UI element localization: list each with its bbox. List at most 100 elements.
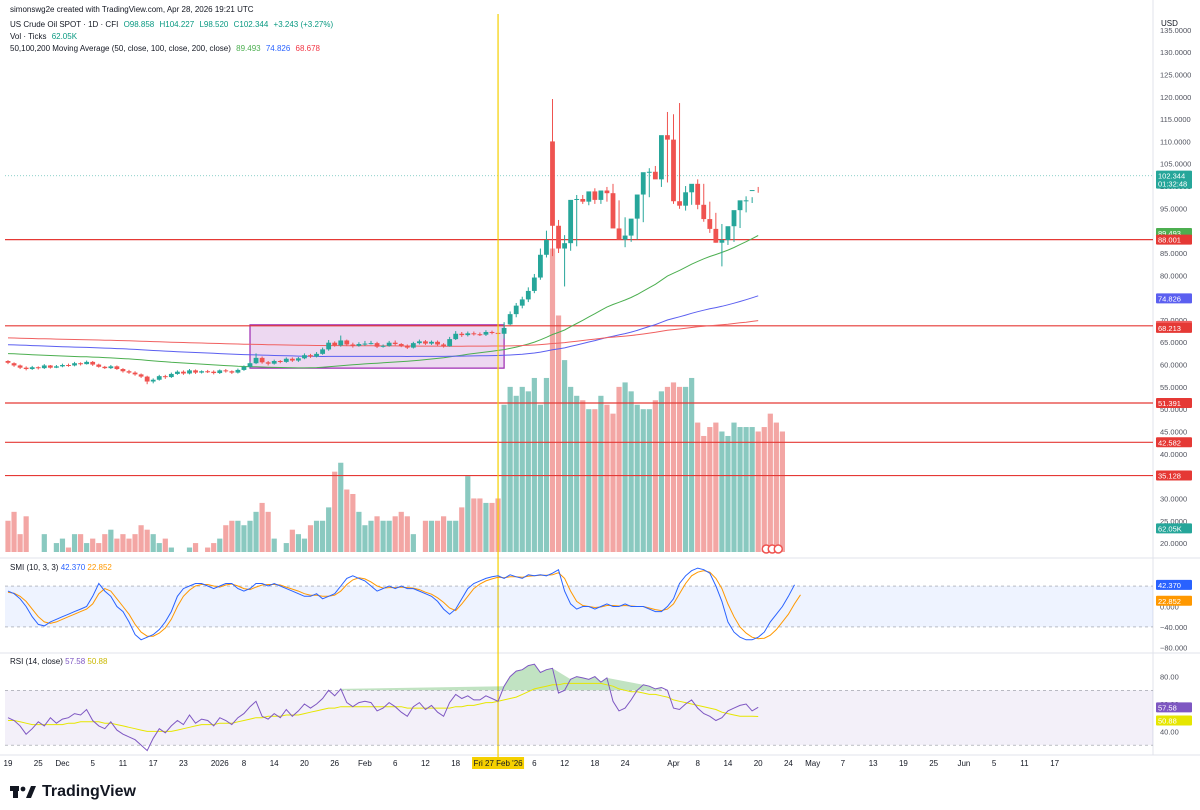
price-tick-label: 65.0000 — [1160, 338, 1187, 347]
candle-body — [519, 299, 525, 306]
volume-bar — [670, 382, 677, 552]
highlight-date-bg — [472, 757, 525, 769]
volume-bar — [386, 520, 392, 552]
volume-bar — [604, 404, 610, 552]
candle-body — [544, 240, 549, 255]
candle-body — [719, 240, 725, 243]
candle-body — [689, 183, 695, 193]
volume-bar — [108, 529, 114, 552]
time-axis-label: 5 — [992, 759, 997, 768]
price-badge-bg — [1156, 170, 1192, 189]
candle-body — [350, 344, 356, 346]
volume-bar — [761, 427, 767, 552]
candle-body — [392, 342, 398, 345]
candle-body — [677, 201, 682, 206]
candle-body — [138, 374, 144, 377]
time-axis-label: 24 — [621, 759, 630, 768]
price-tick-label: 40.0000 — [1160, 450, 1187, 459]
candle-body — [199, 371, 204, 373]
candle-body — [289, 358, 295, 361]
candle-body — [525, 290, 531, 300]
time-axis-label: 17 — [149, 759, 158, 768]
volume-bar — [562, 360, 568, 552]
ma50-value: 89.493 — [236, 44, 261, 53]
volume-bar — [211, 543, 217, 552]
volume-bar — [368, 520, 374, 552]
volume-bar — [192, 543, 199, 552]
candle-body — [592, 191, 598, 200]
currency-label: USD — [1161, 19, 1178, 28]
ohlc-close: C102.344 — [233, 20, 269, 29]
price-tick-label: 20.0000 — [1160, 539, 1187, 548]
time-axis-label: 12 — [560, 759, 569, 768]
candle-body — [634, 194, 640, 219]
price-tick-label: 125.0000 — [1160, 70, 1191, 79]
tradingview-brand[interactable]: TradingView — [10, 783, 136, 801]
candle-body — [35, 367, 41, 369]
rsi-tick-label: 40.00 — [1160, 727, 1179, 736]
volume-bar — [90, 538, 96, 552]
volume-bar — [71, 534, 78, 552]
candle-body — [271, 360, 277, 364]
volume-bar — [731, 422, 737, 552]
volume-bar — [767, 413, 773, 552]
time-axis-label: Dec — [55, 759, 69, 768]
volume-bar — [326, 507, 332, 552]
ma100-line — [7, 295, 759, 358]
candle-body — [114, 366, 120, 370]
candle-body — [737, 200, 743, 211]
smi-band — [5, 586, 1153, 627]
volume-bar — [453, 520, 459, 552]
time-axis-label: 20 — [300, 759, 309, 768]
candle-body — [435, 341, 440, 345]
candle-body — [501, 327, 507, 334]
volume-bar — [598, 395, 604, 552]
ohlc-low: L98.520 — [199, 20, 229, 29]
volume-bar — [471, 498, 477, 552]
candle-body — [344, 340, 350, 345]
price-tick-label: 50.0000 — [1160, 405, 1187, 414]
candle-body — [610, 193, 616, 229]
price-tick-label: 30.0000 — [1160, 494, 1187, 503]
time-axis-label: 26 — [330, 759, 339, 768]
candle-body — [640, 172, 646, 195]
ma100-value: 74.826 — [265, 44, 291, 53]
volume-bar — [549, 248, 556, 552]
volume-bar — [410, 534, 416, 552]
candle-body — [60, 365, 65, 367]
volume-bar — [616, 386, 622, 552]
candle-body — [90, 361, 96, 365]
volume-bar — [150, 534, 156, 552]
candle-body — [205, 371, 211, 373]
volume-bar — [313, 520, 320, 552]
volume-bar — [5, 520, 11, 552]
candle-body — [580, 198, 586, 202]
price-tick-label: 25.0000 — [1160, 517, 1187, 526]
smi-title: SMI (10, 3, 3) 42.370 22.852 — [10, 563, 112, 572]
price-tick-label: 135.0000 — [1160, 26, 1191, 35]
candle-body — [41, 365, 47, 369]
volume-bar — [779, 431, 785, 552]
volume-bar — [53, 543, 59, 552]
candle-body — [489, 331, 495, 333]
price-tick-label: 130.0000 — [1160, 48, 1191, 57]
volume-bar — [289, 529, 295, 552]
smi-tick-label: −80.000 — [1160, 643, 1187, 652]
volume-bar — [755, 431, 761, 552]
candle-body — [380, 345, 386, 347]
candle-body — [586, 191, 592, 202]
volume-bar — [701, 435, 707, 552]
candle-body — [181, 371, 186, 374]
volume-bar — [501, 404, 507, 552]
volume-bar — [513, 395, 519, 552]
candle-body — [695, 183, 701, 205]
candle-body — [326, 342, 332, 350]
volume-bar — [392, 516, 398, 552]
candle-body — [556, 225, 561, 249]
candle-body — [749, 190, 755, 192]
candle-body — [562, 243, 567, 249]
time-axis-label: 14 — [270, 759, 279, 768]
price-badge-bg — [1156, 523, 1192, 534]
smi-value: 42.370 — [61, 563, 88, 572]
